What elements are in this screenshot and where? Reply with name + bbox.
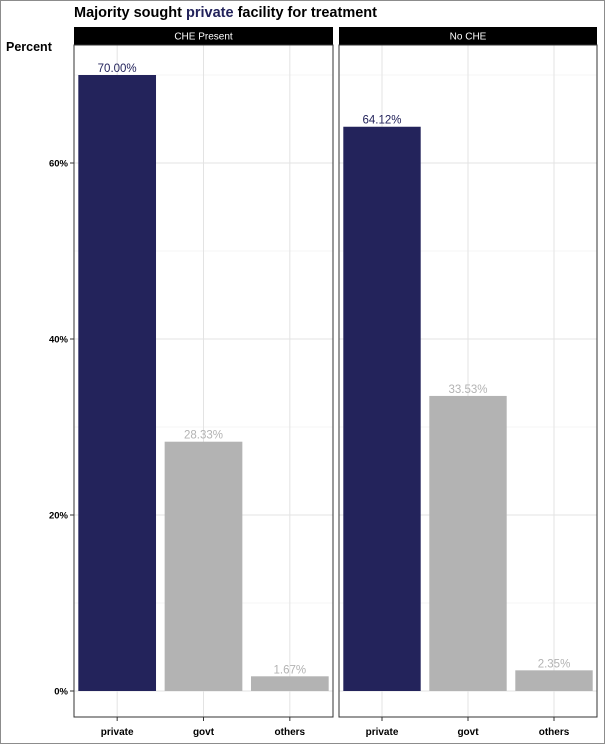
chart-title: Majority sought private facility for tre… — [74, 5, 377, 21]
y-tick-label: 40% — [49, 335, 69, 346]
bar-private — [343, 126, 421, 691]
facet-strip-label: CHE Present — [174, 32, 233, 43]
title-highlight: private — [185, 5, 234, 21]
bar-others — [250, 676, 329, 691]
y-tick-label: 0% — [54, 687, 68, 698]
x-tick-label-private: private — [101, 727, 134, 738]
data-label-private: 64.12% — [362, 115, 401, 127]
data-label-others: 1.67% — [274, 664, 307, 676]
bar-govt — [429, 395, 507, 691]
bar-others — [515, 670, 593, 691]
title-prefix: Majority sought — [74, 5, 186, 21]
bar-private — [78, 75, 157, 691]
facet-strip-bg — [74, 27, 333, 45]
data-label-private: 70.00% — [98, 63, 137, 75]
x-tick-label-govt: govt — [193, 727, 215, 738]
title-suffix: facility for treatment — [233, 5, 377, 21]
x-tick-label-others: others — [275, 727, 306, 738]
y-tick-label: 60% — [49, 159, 69, 170]
data-label-govt: 28.33% — [184, 430, 223, 442]
x-tick-label-govt: govt — [457, 727, 479, 738]
facet-strip-bg — [339, 27, 597, 45]
facet-strip-label: No CHE — [450, 32, 487, 43]
x-tick-label-others: others — [539, 727, 570, 738]
bar-govt — [164, 441, 243, 691]
data-label-others: 2.35% — [538, 658, 571, 670]
x-tick-label-private: private — [366, 727, 399, 738]
y-axis-label: Percent — [6, 40, 52, 54]
y-tick-label: 20% — [49, 511, 69, 522]
data-label-govt: 33.53% — [448, 384, 487, 396]
